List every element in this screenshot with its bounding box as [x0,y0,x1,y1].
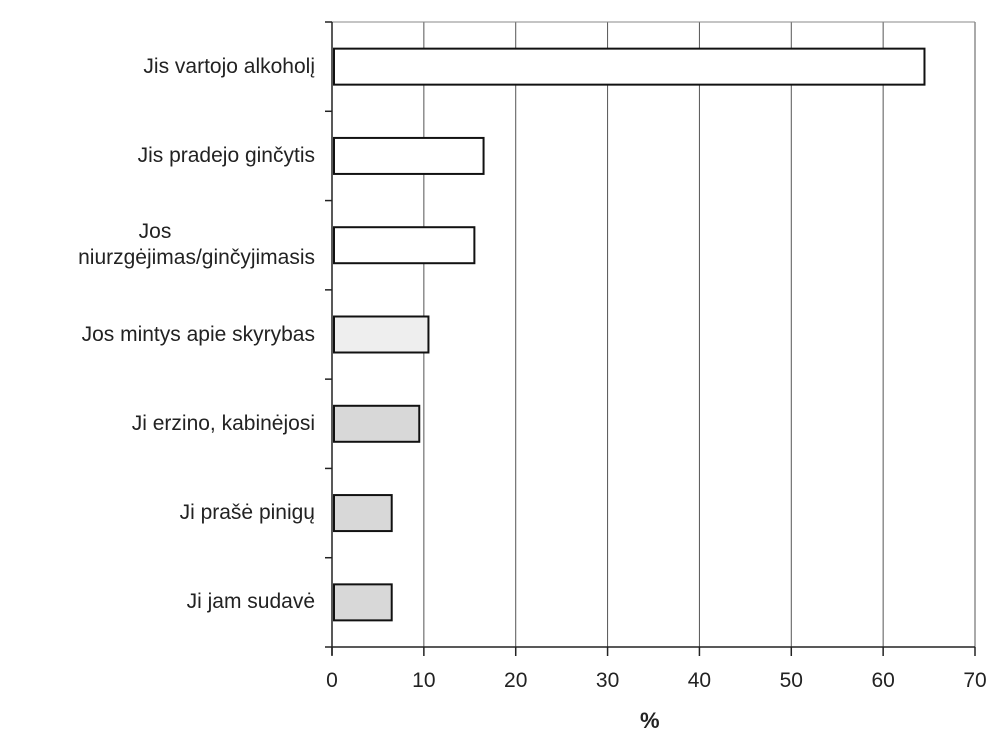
category-label-line: Jis pradejo ginčytis [137,143,315,167]
category-label: Ji prašė pinigų [0,500,315,526]
x-tick-label-60: 60 [871,669,894,692]
category-label: Ji erzino, kabinėjosi [0,411,315,437]
category-label: Jis vartojo alkoholį [0,54,315,80]
bar-4 [333,315,430,354]
bar-2 [333,136,485,175]
x-tick-label-10: 10 [412,669,435,692]
category-label: Jis pradejo ginčytis [0,143,315,169]
category-label-line: Jis vartojo alkoholį [143,54,315,78]
bar-6 [333,494,393,533]
category-label-line: Ji jam sudavė [186,590,315,614]
grid-lines [423,22,976,647]
x-tick-label-30: 30 [596,669,619,692]
bar-1 [333,47,926,86]
category-label-line: Ji erzino, kabinėjosi [131,411,315,435]
x-tick-label-0: 0 [326,669,338,692]
bar-7 [333,583,393,622]
x-tick-label-20: 20 [504,669,527,692]
x-tick-label-40: 40 [688,669,711,692]
category-label: Jos niurzgėjimas/ginčyjimasis [0,219,315,271]
category-label-line: niurzgėjimas/ginčyjimasis [78,246,315,270]
category-label: Ji jam sudavė [0,589,315,615]
category-label-line: Jos [138,220,172,244]
x-tick-label-50: 50 [780,669,803,692]
category-label-line: Jos mintys apie skyrybas [81,322,315,346]
x-tick-label-70: 70 [963,669,986,692]
bar-3 [333,226,476,265]
bars [333,47,926,622]
x-axis-title: % [640,708,660,733]
bar-5 [333,404,421,443]
category-label-line: Ji prašė pinigų [179,501,315,525]
category-label: Jos mintys apie skyrybas [0,322,315,348]
axes: 0 10 20 30 40 50 60 70 [325,21,987,692]
